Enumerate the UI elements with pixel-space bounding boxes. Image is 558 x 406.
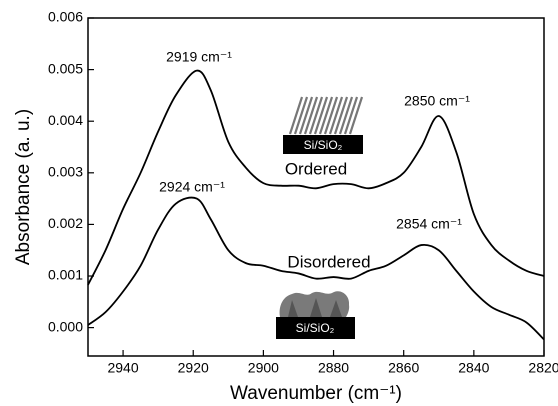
y-tick-label: 0.005 (48, 60, 83, 76)
peak-label: 2854 cm⁻¹ (396, 216, 462, 232)
x-tick-label: 2820 (528, 360, 558, 376)
substrate-label: Si/SiO₂ (304, 138, 343, 152)
spectrum-line (87, 69, 545, 286)
x-tick-label: 2940 (107, 360, 138, 376)
substrate-label: Si/SiO₂ (296, 321, 335, 335)
substrate (276, 317, 355, 339)
peak-label: 2919 cm⁻¹ (166, 49, 232, 65)
y-tick-label: 0.002 (48, 215, 83, 231)
spectrum-line (87, 196, 545, 341)
y-tick-label: 0.006 (48, 9, 83, 25)
ordered-schematic (288, 96, 364, 135)
y-tick-label: 0.003 (48, 164, 83, 180)
peak-label: 2924 cm⁻¹ (159, 179, 225, 195)
x-tick-label: 2880 (318, 360, 349, 376)
x-tick-label: 2900 (248, 360, 279, 376)
substrate (283, 135, 363, 154)
plot-frame (87, 17, 545, 357)
y-axis-label: Absorbance (a. u.) (13, 109, 34, 265)
curve-label: Ordered (285, 159, 347, 178)
peak-label: 2850 cm⁻¹ (404, 93, 470, 109)
x-tick-label: 2920 (178, 360, 209, 376)
x-tick-label: 2840 (458, 360, 489, 376)
x-axis-label: Wavenumber (cm⁻¹) (230, 383, 402, 404)
y-tick-label: 0.001 (48, 267, 83, 283)
y-tick-label: 0.004 (48, 112, 83, 128)
x-tick-label: 2860 (388, 360, 419, 376)
y-tick-label: 0.000 (48, 318, 83, 334)
disordered-schematic (279, 291, 350, 317)
curve-label: Disordered (287, 252, 370, 271)
